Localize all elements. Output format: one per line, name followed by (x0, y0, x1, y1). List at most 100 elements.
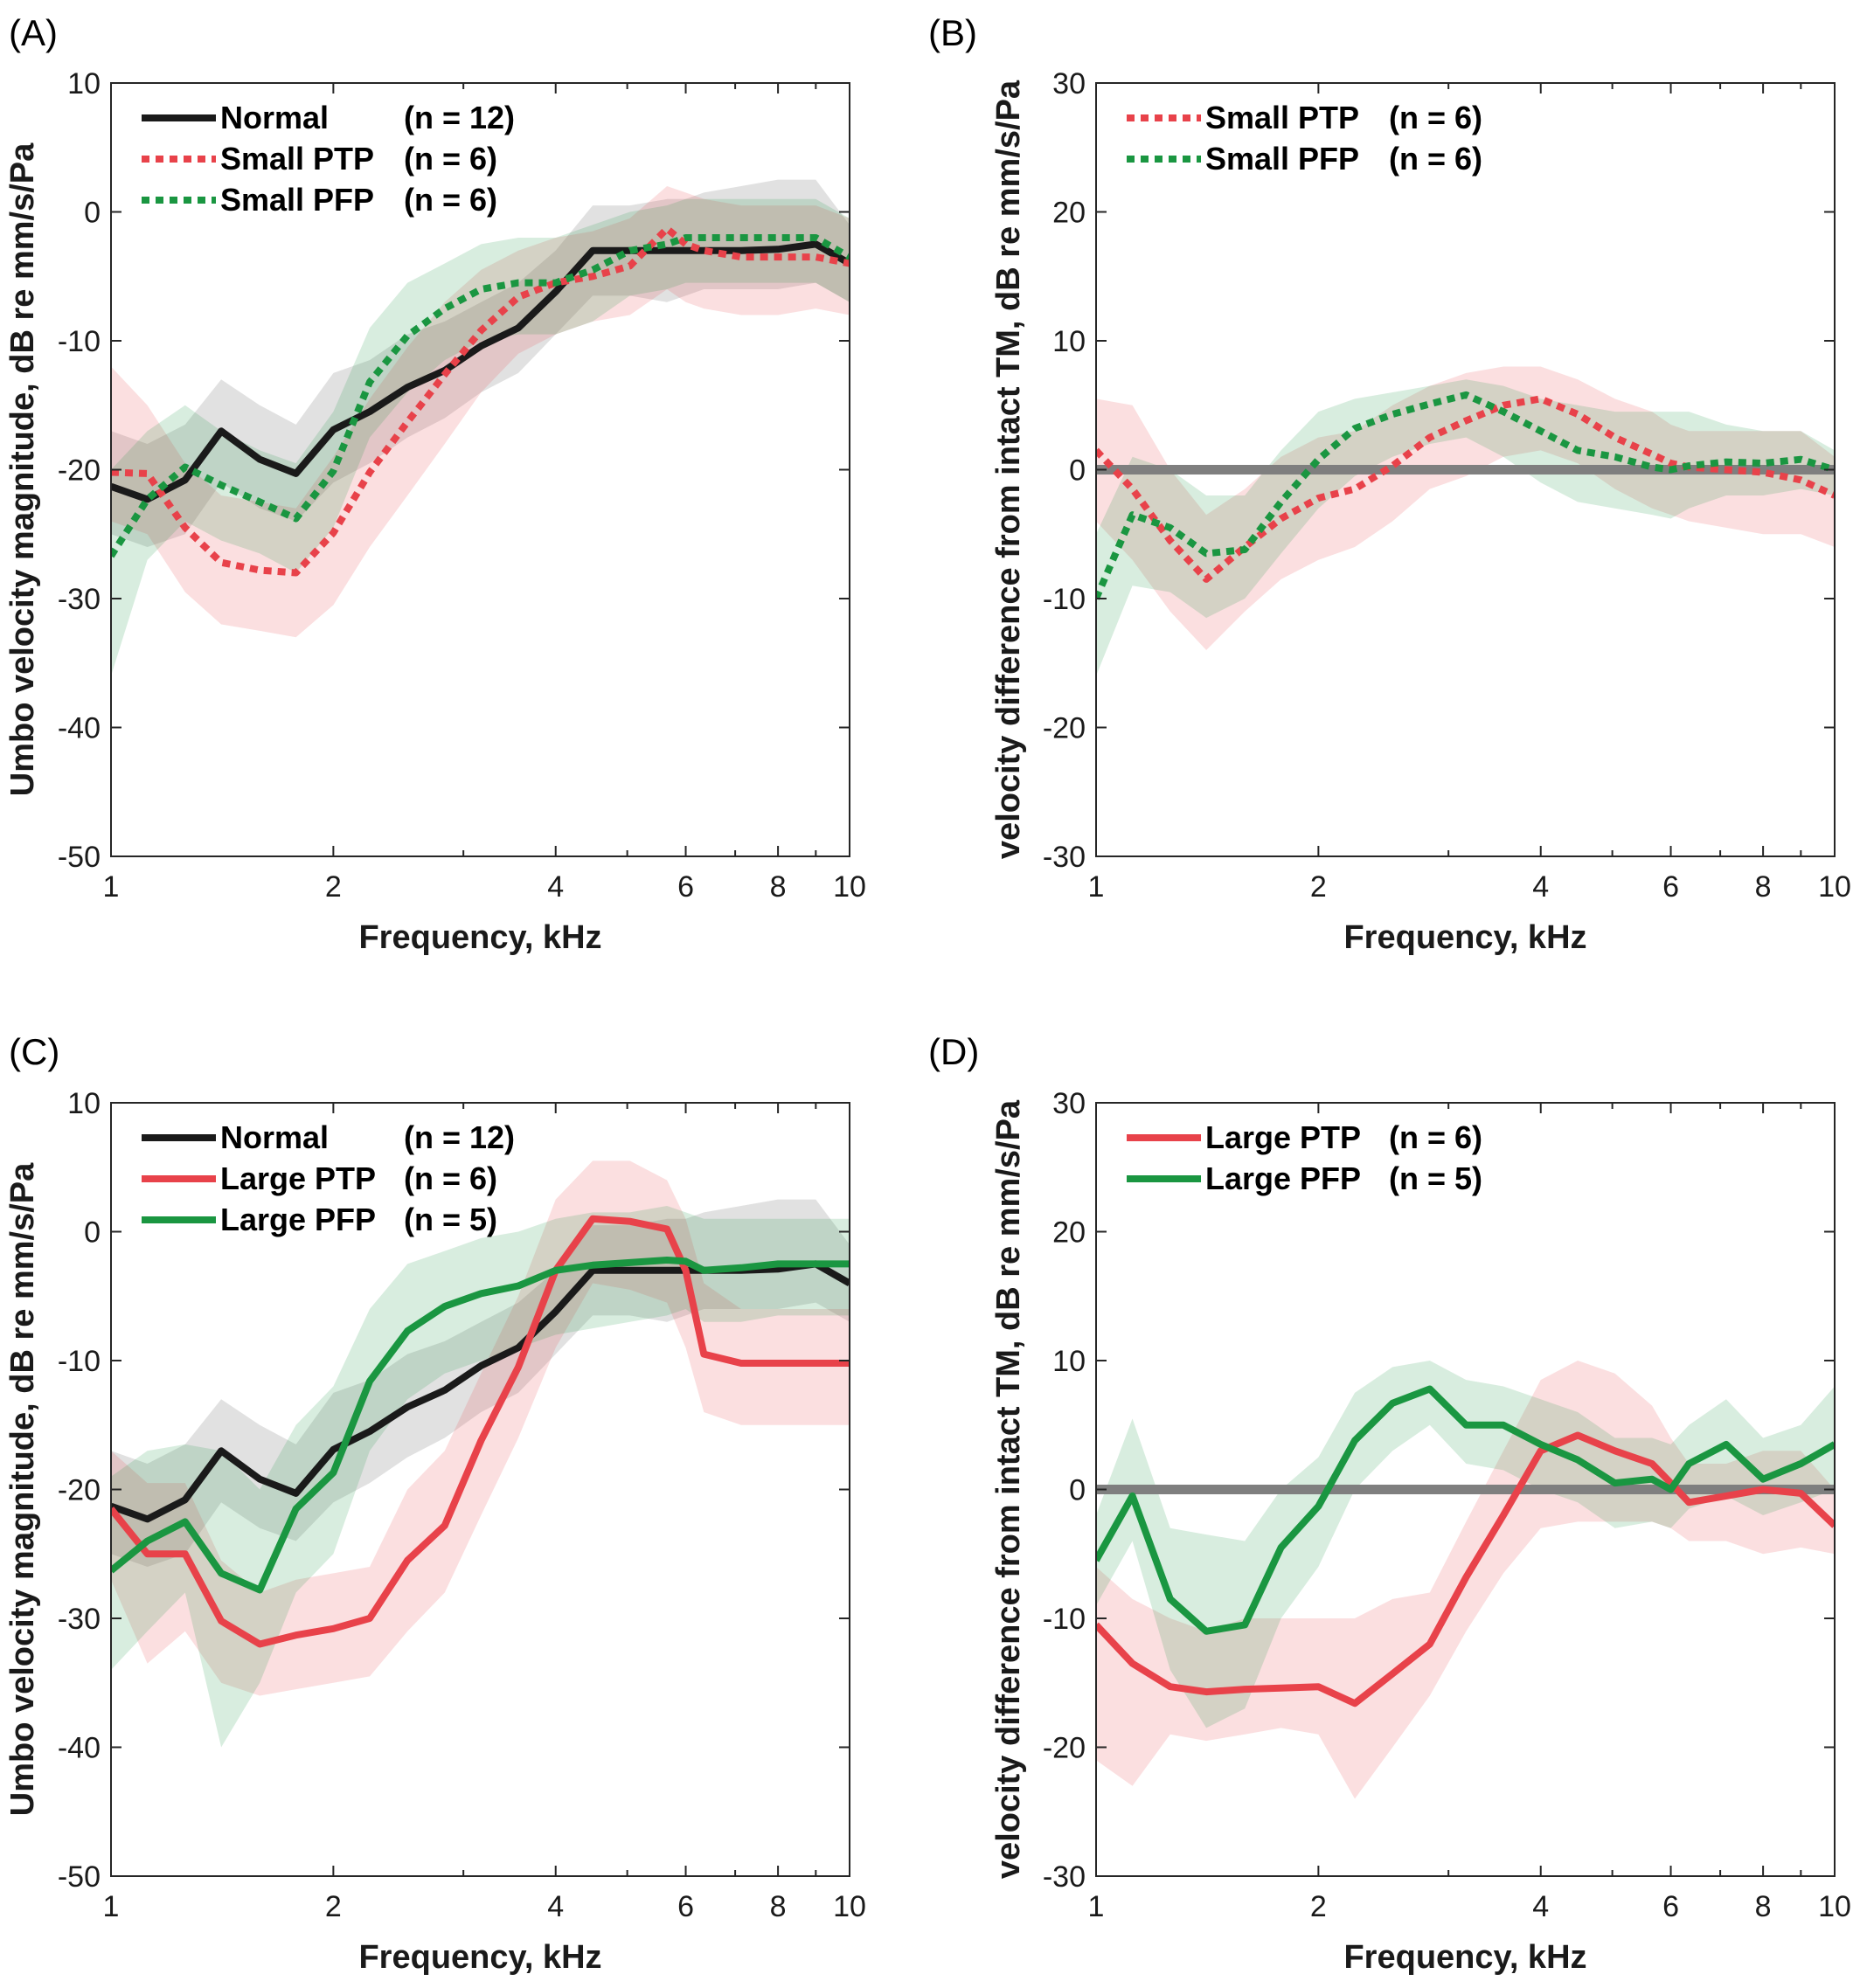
x-tick-label: 8 (1755, 1890, 1772, 1923)
x-tick-label: 6 (677, 1890, 694, 1923)
x-tick-label: 4 (547, 1890, 564, 1923)
x-tick-label: 1 (1088, 870, 1105, 904)
y-tick-label: -40 (58, 1732, 101, 1765)
legend-count: (n = 6) (1389, 100, 1482, 135)
x-tick-label: 4 (1532, 1890, 1549, 1923)
plot-area (111, 179, 850, 676)
y-tick-label: -10 (58, 1345, 101, 1378)
y-tick-label: 10 (1052, 1345, 1086, 1378)
plot-area (1096, 366, 1835, 676)
line-large-ptp (111, 1215, 850, 1648)
legend-count: (n = 6) (1389, 1119, 1482, 1155)
legend-count: (n = 6) (404, 1160, 497, 1196)
band-normal (111, 179, 850, 547)
x-tick-label: 6 (1662, 1890, 1679, 1923)
legend-label: Small PTP (1205, 100, 1359, 135)
band-normal (111, 1199, 850, 1567)
x-tick-label: 10 (833, 870, 866, 904)
y-tick-label: 10 (67, 1087, 101, 1120)
panel-a: (A) 1 2 4 6 8 10 10 0 -10 -20 -30 -40 -50 Frequency, k… (4, 12, 866, 956)
legend: Normal (n = 12) Large PTP (n = 6) Large PFP (… (142, 1119, 515, 1237)
line-small-pfp (111, 234, 850, 558)
legend: Large PTP (n = 6) Large PFP (n = 5) (1127, 1119, 1482, 1196)
y-tick-label: -10 (58, 325, 101, 358)
legend-count: (n = 6) (1389, 141, 1482, 177)
y-tick-label: 0 (1069, 454, 1086, 488)
x-tick-label: 10 (833, 1890, 866, 1923)
band-small-pfp (111, 198, 850, 676)
x-tick-label: 2 (1310, 870, 1327, 904)
legend-label: Large PTP (220, 1160, 376, 1196)
y-tick-label: 0 (84, 1216, 101, 1250)
band-large-pfp (111, 1206, 850, 1748)
plot-area (111, 1160, 850, 1748)
x-axis-title: Frequency, kHz (1343, 1939, 1586, 1976)
band-large-ptp (111, 1160, 850, 1696)
band-small-ptp (111, 186, 850, 638)
legend-count: (n = 6) (404, 182, 497, 218)
y-tick-label: 20 (1052, 1216, 1086, 1250)
y-tick-label: -20 (58, 1474, 101, 1507)
panel-label: (A) (9, 12, 58, 53)
line-large-pfp (111, 1257, 850, 1594)
legend-count: (n = 6) (404, 141, 497, 177)
y-tick-label: -30 (58, 1603, 101, 1636)
panel-b: (B) 1 2 4 6 8 10 30 20 10 0 -10 -20 -30 Frequency, kHz… (928, 12, 1851, 956)
x-tick-label: 8 (1755, 870, 1772, 904)
y-tick-label: 0 (1069, 1474, 1086, 1507)
x-tick-label: 1 (1088, 1890, 1105, 1923)
line-large-pfp (1096, 1385, 1835, 1635)
band-small-ptp (1096, 366, 1835, 650)
band-large-pfp (1096, 1361, 1835, 1728)
x-tick-label: 8 (770, 1890, 787, 1923)
panel-d: (D) 1 2 4 6 8 10 30 20 10 0 -10 -20 -30 Frequency, kHz… (928, 1031, 1851, 1976)
x-tick-label: 2 (325, 1890, 342, 1923)
y-tick-label: -20 (58, 454, 101, 488)
legend-label: Small PFP (1205, 141, 1359, 177)
y-axis-title: velocity difference from intact TM, dB r… (990, 80, 1027, 859)
legend-count: (n = 5) (1389, 1160, 1482, 1196)
x-tick-label: 4 (547, 870, 564, 904)
panel-label: (C) (9, 1031, 59, 1072)
x-tick-label: 1 (103, 870, 120, 904)
x-axis-title: Frequency, kHz (358, 919, 601, 956)
y-tick-label: -30 (1043, 841, 1086, 874)
legend-count: (n = 12) (404, 1119, 515, 1155)
legend: Normal (n = 12) Small PTP (n = 6) Small PFP (… (142, 100, 515, 218)
y-tick-label: -10 (1043, 1603, 1086, 1636)
x-tick-label: 10 (1818, 870, 1851, 904)
plot-area (1096, 1361, 1835, 1799)
legend: Small PTP (n = 6) Small PFP (n = 6) (1127, 100, 1482, 177)
legend-count: (n = 12) (404, 100, 515, 135)
x-tick-label: 2 (325, 870, 342, 904)
legend-label: Small PTP (220, 141, 374, 177)
x-axis-title: Frequency, kHz (358, 1939, 601, 1976)
y-tick-label: -20 (1043, 712, 1086, 745)
y-tick-label: -50 (58, 841, 101, 874)
y-tick-label: -30 (58, 583, 101, 616)
y-axis-title: Umbo velocity magnitude, dB re mm/s/Pa (4, 1162, 41, 1816)
x-tick-label: 1 (103, 1890, 120, 1923)
legend-label: Large PTP (1205, 1119, 1361, 1155)
y-tick-label: 0 (84, 197, 101, 230)
y-tick-label: 10 (67, 67, 101, 100)
x-tick-label: 6 (1662, 870, 1679, 904)
legend-count: (n = 5) (404, 1202, 497, 1237)
panel-label: (B) (928, 12, 977, 53)
legend-label: Large PFP (220, 1202, 376, 1237)
y-tick-label: -50 (58, 1860, 101, 1894)
panel-label: (D) (928, 1031, 979, 1072)
y-tick-label: 30 (1052, 1087, 1086, 1120)
y-tick-label: -10 (1043, 583, 1086, 616)
y-tick-label: -30 (1043, 1860, 1086, 1894)
y-axis-title: Umbo velocity magnitude, dB re mm/s/Pa (4, 142, 41, 796)
x-axis-title: Frequency, kHz (1343, 919, 1586, 956)
line-small-ptp (111, 225, 850, 577)
legend-label: Large PFP (1205, 1160, 1361, 1196)
x-tick-label: 8 (770, 870, 787, 904)
y-tick-label: 20 (1052, 197, 1086, 230)
x-tick-label: 4 (1532, 870, 1549, 904)
legend-label: Normal (220, 100, 329, 135)
x-tick-label: 2 (1310, 1890, 1327, 1923)
